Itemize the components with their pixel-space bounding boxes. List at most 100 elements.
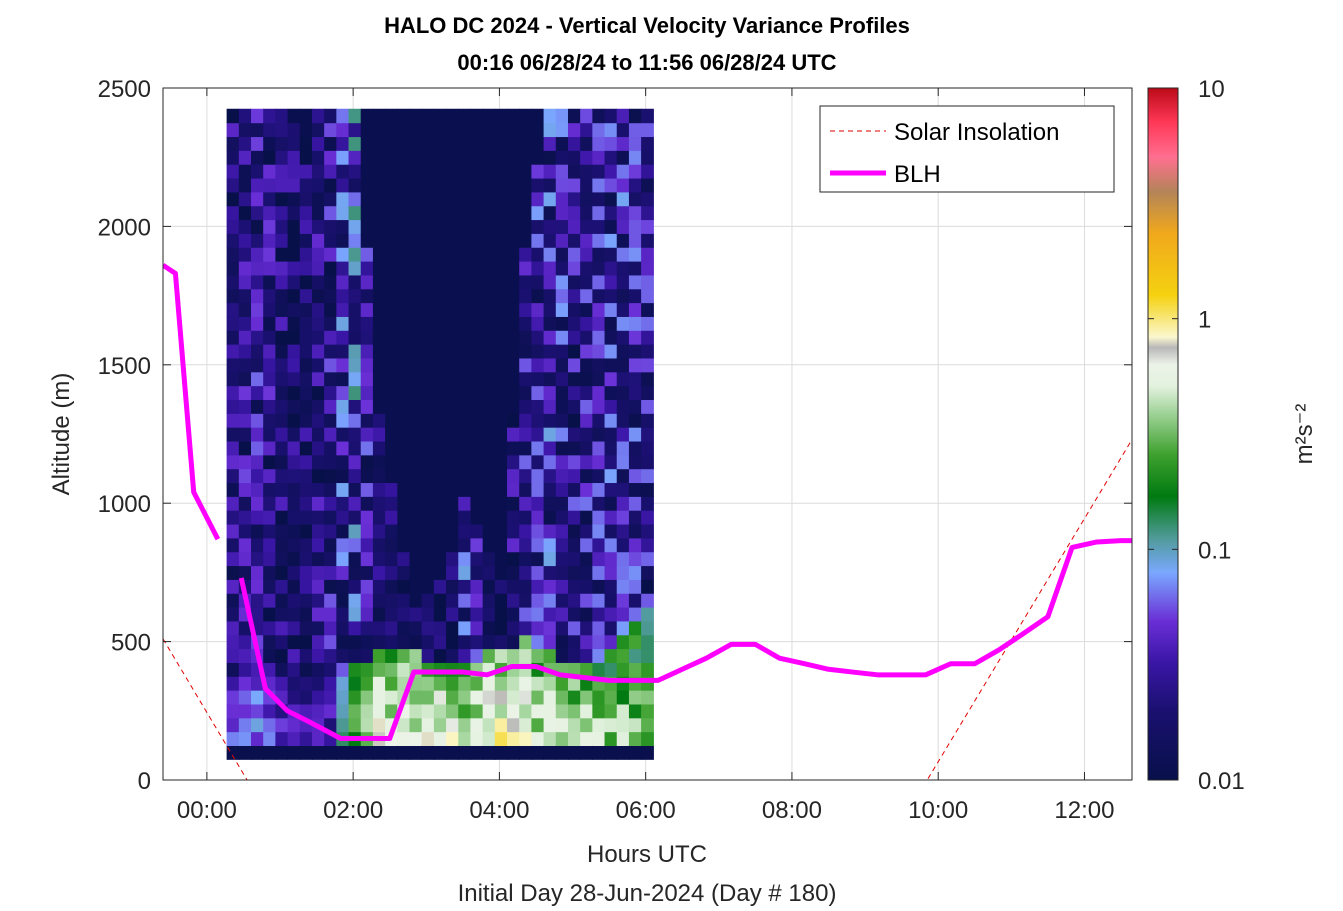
heatmap-cell [372,177,386,193]
heatmap-cell [580,690,593,705]
heatmap-cell [251,607,264,622]
heatmap-cell [372,593,386,608]
heatmap-cell [433,703,447,719]
heatmap-cell [238,330,252,345]
heatmap-cell [616,551,630,567]
heatmap-cell [628,427,642,442]
heatmap-cell [263,745,276,760]
heatmap-cell [446,537,459,553]
heatmap-cell [592,510,606,525]
heatmap-cell [311,482,325,497]
heatmap-cell [519,330,532,345]
heatmap-cell [372,122,386,138]
heatmap-cell [616,717,630,733]
heatmap [226,108,654,760]
heatmap-cell [641,703,654,719]
heatmap-cell [263,302,276,317]
heatmap-cell [385,261,398,276]
heatmap-cell [421,731,435,746]
heatmap-cell [348,620,362,636]
heatmap-cell [641,648,654,663]
heatmap-cell [421,344,435,359]
heatmap-cell [238,274,252,290]
heatmap-cell [263,219,276,234]
heatmap-cell [507,731,520,746]
heatmap-cell [555,274,569,290]
heatmap-cell [409,620,423,636]
heatmap-cell [360,191,374,207]
heatmap-cell [226,233,240,248]
heatmap-cell [360,371,374,387]
heatmap-cell [324,344,337,359]
heatmap-cell [458,440,472,456]
heatmap-cell [543,205,557,221]
heatmap-cell [543,191,557,207]
heatmap-cell [494,593,508,608]
heatmap-cell [275,676,289,691]
heatmap-cell [336,219,350,234]
heatmap-cell [336,593,350,608]
heatmap-cell [360,122,374,138]
heatmap-cell [567,344,581,359]
heatmap-cell [580,302,593,317]
heatmap-cell [433,523,447,539]
heatmap-cell [385,191,398,207]
heatmap-cell [238,302,252,317]
heatmap-cell [421,357,435,373]
heatmap-cell [421,468,435,484]
heatmap-cell [238,177,252,193]
heatmap-cell [409,371,423,387]
heatmap-cell [421,620,435,636]
heatmap-cell [409,537,423,553]
heatmap-cell [251,676,264,691]
heatmap-cell [348,177,362,193]
heatmap-cell [263,468,276,484]
heatmap-cell [348,690,362,705]
heatmap-cell [336,150,350,165]
heatmap-cell [397,523,411,539]
heatmap-cell [482,648,496,663]
heatmap-cell [226,357,240,373]
heatmap-cell [299,247,313,262]
heatmap-cell [446,565,459,580]
heatmap-cell [470,344,484,359]
heatmap-cell [275,288,289,304]
heatmap-cell [409,551,423,567]
heatmap-cell [628,136,642,151]
heatmap-cell [446,510,459,525]
heatmap-cell [531,510,545,525]
heatmap-cell [360,205,374,221]
heatmap-cell [336,164,350,179]
heatmap-cell [287,177,301,193]
heatmap-cell [446,261,459,276]
heatmap-cell [507,108,520,124]
heatmap-cell [385,648,398,663]
heatmap-cell [226,302,240,317]
heatmap-cell [397,579,411,594]
heatmap-cell [263,122,276,138]
heatmap-cell [385,523,398,539]
heatmap-cell [372,454,386,470]
heatmap-cell [580,579,593,594]
heatmap-cell [482,150,496,165]
heatmap-cell [531,703,545,719]
heatmap-cell [251,164,264,179]
heatmap-cell [507,261,520,276]
heatmap-cell [494,510,508,525]
heatmap-cell [421,233,435,248]
heatmap-cell [482,191,496,207]
heatmap-cell [543,330,557,345]
heatmap-cell [494,399,508,414]
heatmap-cell [226,122,240,138]
heatmap-cell [482,468,496,484]
heatmap-cell [409,205,423,221]
heatmap-cell [238,717,252,733]
heatmap-cell [519,413,532,428]
heatmap-cell [385,108,398,124]
heatmap-cell [348,316,362,331]
heatmap-cell [555,703,569,719]
heatmap-cell [324,523,337,539]
heatmap-cell [409,191,423,207]
heatmap-cell [263,177,276,193]
